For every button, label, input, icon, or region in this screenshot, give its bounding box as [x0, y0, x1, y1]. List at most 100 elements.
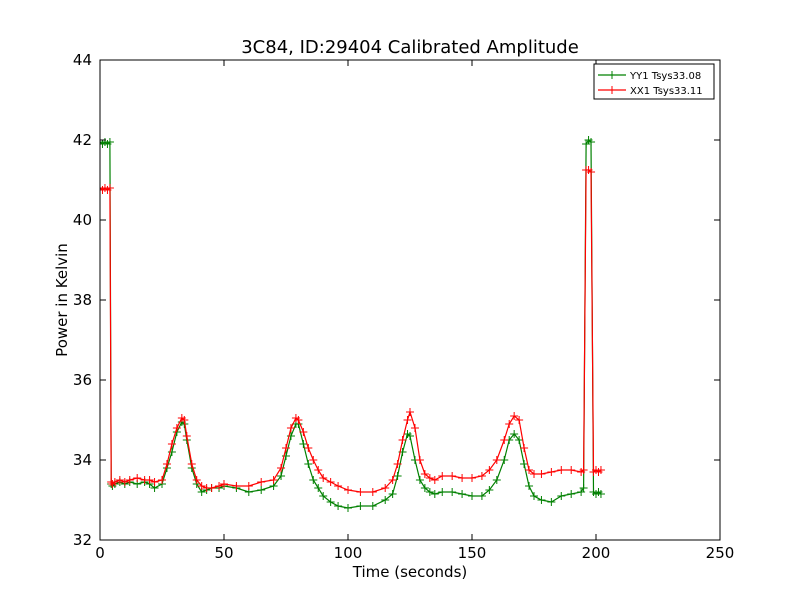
plot-area	[100, 60, 720, 540]
data-point	[515, 416, 524, 424]
data-point	[187, 460, 196, 468]
data-point	[192, 476, 201, 484]
data-point	[410, 424, 419, 432]
data-point	[344, 486, 352, 494]
data-point	[257, 478, 266, 486]
data-point	[530, 470, 538, 478]
data-point	[368, 502, 377, 510]
legend-label: YY1 Tsys33.08	[629, 71, 701, 82]
data-point	[334, 502, 343, 510]
data-point	[319, 474, 328, 482]
legend-box	[593, 63, 715, 100]
x-tick-label: 150	[458, 544, 487, 562]
data-point	[430, 476, 439, 484]
data-point	[393, 472, 402, 480]
data-point	[468, 492, 476, 500]
x-tick-label: 50	[214, 544, 233, 562]
data-point	[299, 440, 308, 448]
series-layer	[100, 136, 605, 512]
data-point	[356, 488, 365, 496]
y-tick-label: 36	[73, 371, 92, 389]
data-point	[492, 476, 501, 484]
y-tick-label: 32	[73, 531, 92, 549]
data-point	[425, 474, 434, 482]
y-tick-label: 42	[73, 131, 92, 149]
x-tick-label: 100	[334, 544, 363, 562]
data-point	[150, 478, 159, 486]
data-point	[220, 480, 228, 488]
ticks-layer: 0 50 100 150 200 250 32 34 36 38 40 42 44	[73, 51, 734, 562]
data-point	[368, 488, 377, 496]
data-point	[162, 460, 171, 468]
data-point	[468, 474, 476, 482]
data-point	[520, 460, 529, 468]
data-point	[505, 420, 514, 428]
data-point	[197, 482, 206, 490]
data-point	[344, 504, 352, 512]
data-point	[277, 464, 286, 472]
data-point	[232, 482, 241, 490]
data-point	[448, 472, 457, 480]
data-point	[125, 476, 134, 484]
data-point	[567, 466, 576, 474]
data-point	[458, 474, 467, 482]
data-point	[579, 466, 588, 474]
data-point	[520, 444, 529, 452]
data-point	[448, 488, 457, 496]
legend-marker	[608, 71, 616, 79]
data-point	[579, 484, 588, 492]
y-axis-label: Power in Kelvin	[53, 243, 71, 357]
data-point	[415, 476, 424, 484]
data-point	[525, 466, 534, 474]
data-point	[314, 484, 323, 492]
y-tick-label: 38	[73, 291, 92, 309]
data-point	[326, 478, 335, 486]
data-point	[420, 484, 429, 492]
data-point	[277, 472, 286, 480]
data-point	[120, 478, 129, 486]
data-point	[567, 490, 576, 498]
data-point	[145, 476, 154, 484]
x-tick-label: 0	[95, 544, 105, 562]
data-point	[269, 476, 278, 484]
legend-marker	[608, 86, 616, 94]
data-point	[105, 184, 114, 192]
data-point	[547, 468, 556, 476]
legend-label: XX1 Tsys33.11	[630, 86, 703, 97]
data-point	[500, 456, 509, 464]
data-point	[415, 456, 424, 464]
data-point	[515, 436, 524, 444]
data-point	[158, 476, 166, 484]
data-point	[388, 476, 397, 484]
data-point	[492, 456, 501, 464]
data-point	[326, 498, 335, 506]
data-point	[299, 428, 308, 436]
data-point	[319, 492, 328, 500]
data-point	[282, 444, 290, 452]
x-tick-label: 200	[582, 544, 611, 562]
data-point	[530, 492, 538, 500]
data-point	[304, 460, 313, 468]
data-point	[381, 496, 390, 504]
y-tick-label: 44	[73, 51, 92, 69]
data-point	[381, 484, 390, 492]
data-point	[207, 484, 216, 492]
data-point	[557, 466, 566, 474]
data-point	[167, 440, 176, 448]
data-point	[420, 470, 429, 478]
data-point	[309, 476, 318, 484]
data-point	[458, 490, 467, 498]
data-point	[477, 472, 486, 480]
data-point	[309, 456, 318, 464]
data-point	[547, 498, 556, 506]
data-point	[403, 416, 412, 424]
data-point	[596, 466, 605, 474]
data-point	[438, 472, 447, 480]
series-line	[100, 139, 602, 509]
series-1	[100, 166, 605, 496]
y-tick-label: 40	[73, 211, 92, 229]
data-point	[596, 490, 605, 498]
data-point	[587, 168, 596, 176]
x-axis-label: Time (seconds)	[352, 563, 468, 581]
